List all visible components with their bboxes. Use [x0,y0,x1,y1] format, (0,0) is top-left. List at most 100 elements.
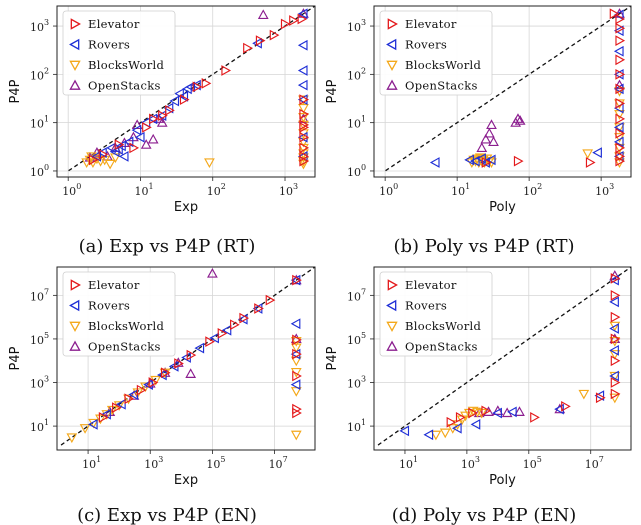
data-point-rovers [297,79,308,91]
x-tick-label: 100 [62,182,81,198]
legend-marker-blocksworld [69,321,81,332]
data-point-openstacks [140,139,152,149]
data-point-rovers [87,418,98,430]
data-point-elevator [230,319,240,331]
x-tick-label: 105 [523,455,542,471]
data-point-rovers [507,406,517,418]
y-tick-label: 103 [347,18,366,34]
data-point-elevator [609,8,620,20]
scatter-points [81,8,310,170]
y-tick-label: 105 [347,331,366,347]
legend: Elevator Rovers BlocksWorld OpenStacks [62,10,176,96]
data-point-openstacks [156,117,168,127]
data-point-rovers [290,318,301,330]
data-point-elevator [615,68,626,80]
data-point-rovers [163,102,174,114]
data-point-elevator [255,35,266,46]
x-tick-label: 101 [82,455,101,471]
data-point-rovers [613,9,624,21]
y-tick-label: 103 [347,375,366,391]
y-tick-label: 103 [30,375,49,391]
data-point-elevator [179,94,190,105]
data-point-elevator [158,110,168,121]
data-point-rovers [131,124,142,136]
data-point-openstacks [207,267,218,278]
legend-label-blocksworld: BlocksWorld [88,319,165,333]
data-point-elevator [160,367,171,379]
x-axis-label: Poly [489,200,516,215]
legend-box [379,271,493,357]
panel-a: Elevator Rovers BlocksWorld OpenStacks 100 1… [8,5,316,257]
data-point-rovers [123,136,134,148]
legend: Elevator Rovers BlocksWorld OpenStacks [62,271,176,357]
data-point-rovers [609,344,619,356]
legend-label-blocksworld: BlocksWorld [405,58,482,72]
data-point-blocksworld [66,433,78,444]
legend-marker-openstacks [386,340,398,351]
data-point-elevator [289,15,299,26]
data-point-rovers [221,324,232,336]
data-point-elevator [481,157,492,168]
data-point-blocksworld [614,87,625,97]
y-axis-label: P4P [8,346,23,370]
data-point-rovers [469,155,480,167]
data-point-rovers [470,418,481,430]
panel-d: Elevator Rovers BlocksWorld OpenStacks 101 1… [325,266,632,525]
diagonal-line [377,266,632,446]
data-point-blocksworld [614,123,625,133]
legend: Elevator Rovers BlocksWorld OpenStacks [379,10,493,96]
caption: (a) Exp vs P4P (RT) [79,236,256,257]
y-tick-label: 101 [347,418,366,434]
data-point-blocksworld [298,143,309,154]
data-point-rovers [297,8,308,20]
data-point-elevator [98,149,109,160]
legend-marker-openstacks [69,340,81,351]
data-point-elevator [136,384,147,396]
data-point-elevator [88,154,99,166]
x-axis-label: Poly [489,473,516,488]
data-point-openstacks [514,115,526,125]
data-point-elevator [610,273,621,284]
data-point-elevator [615,54,626,66]
y-tick-label: 100 [30,163,49,179]
x-tick-label: 107 [269,455,288,471]
data-point-blocksworld [467,406,479,417]
data-point-elevator [165,104,175,116]
data-point-elevator [292,403,302,415]
legend-marker-elevator [70,279,81,291]
y-axis-label: P4P [8,79,23,103]
data-point-openstacks [476,142,488,153]
data-point-rovers [492,407,502,419]
legend-label-blocksworld: BlocksWorld [88,58,165,72]
legend-marker-elevator [387,279,398,291]
data-point-rovers [609,370,619,382]
data-point-elevator [254,303,264,314]
data-point-elevator [243,42,253,54]
data-point-elevator [513,155,524,167]
y-tick-label: 103 [30,18,49,34]
data-point-blocksworld [439,428,451,439]
y-tick-label: 102 [347,66,366,82]
data-point-elevator [455,412,466,423]
data-point-rovers [609,274,619,286]
data-point-elevator [269,29,280,41]
data-point-blocksworld [609,336,621,347]
data-point-rovers [613,45,624,57]
data-point-elevator [615,155,626,167]
legend-marker-rovers [386,299,397,312]
x-tick-label: 100 [379,182,398,198]
data-point-elevator [201,78,212,89]
legend-box [62,271,176,357]
data-point-blocksworld [609,321,621,332]
data-point-rovers [594,390,605,402]
data-point-elevator [299,142,310,154]
x-tick-label: 101 [134,182,153,198]
y-tick-label: 100 [347,163,366,179]
data-point-openstacks [514,406,525,416]
data-point-elevator [265,294,276,306]
scatter-points [429,8,626,169]
x-tick-label: 103 [595,182,614,198]
scatter-points [399,270,621,441]
y-axis-label: P4P [325,79,340,103]
